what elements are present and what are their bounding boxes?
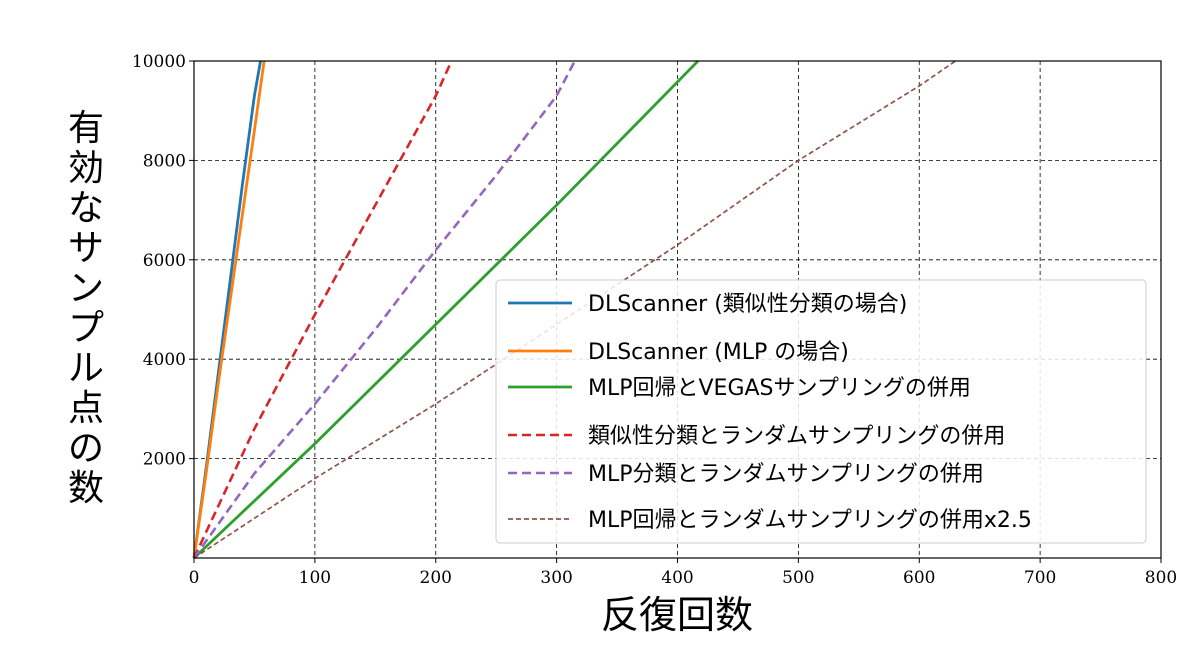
x-tick-label: 300 bbox=[540, 568, 572, 588]
legend-label-5: MLP分類とランダムサンプリングの併用 bbox=[588, 462, 984, 487]
y-tick-label: 4000 bbox=[143, 350, 186, 370]
y-tick-label: 10000 bbox=[132, 52, 186, 72]
series-line-4 bbox=[192, 60, 453, 559]
x-tick-label: 200 bbox=[420, 568, 452, 588]
legend-label-4: 類似性分類とランダムサンプリングの併用 bbox=[588, 424, 1005, 449]
y-axis-title: 有効なサンプル点の数 bbox=[68, 108, 104, 509]
series-line-3 bbox=[193, 60, 699, 560]
x-tick-label: 100 bbox=[299, 568, 331, 588]
legend-label-3: MLP回帰とVEGASサンプリングの併用 bbox=[588, 376, 971, 401]
y-tick-label: 6000 bbox=[143, 251, 186, 271]
y-tick-label: 2000 bbox=[143, 450, 186, 470]
x-tick-label: 700 bbox=[1024, 568, 1056, 588]
series-line-5 bbox=[192, 60, 576, 559]
legend: DLScanner (類似性分類の場合) DLScanner (MLP の場合) M… bbox=[495, 279, 1147, 544]
x-tick-label: 800 bbox=[1145, 568, 1177, 588]
y-tick-label: 8000 bbox=[143, 151, 186, 171]
x-tick-label: 400 bbox=[661, 568, 693, 588]
legend-box bbox=[495, 279, 1147, 544]
ticks: 0 100 200 300 400 500 600 700 800 2000 4000 6000 800… bbox=[132, 52, 1177, 588]
legend-label-2: DLScanner (MLP の場合) bbox=[588, 340, 849, 365]
series-lines bbox=[192, 60, 956, 560]
series-line-6 bbox=[193, 60, 956, 559]
x-tick-label: 600 bbox=[903, 568, 935, 588]
x-axis-title: 反復回数 bbox=[601, 593, 753, 637]
legend-label-6: MLP回帰とランダムサンプリングの併用x2.5 bbox=[588, 508, 1032, 533]
legend-label-1: DLScanner (類似性分類の場合) bbox=[588, 292, 907, 317]
series-line-2 bbox=[192, 60, 266, 559]
x-tick-label: 0 bbox=[189, 568, 200, 588]
y-axis-title-text: 有効なサンプル点の数 bbox=[68, 108, 104, 509]
x-tick-label: 500 bbox=[782, 568, 814, 588]
